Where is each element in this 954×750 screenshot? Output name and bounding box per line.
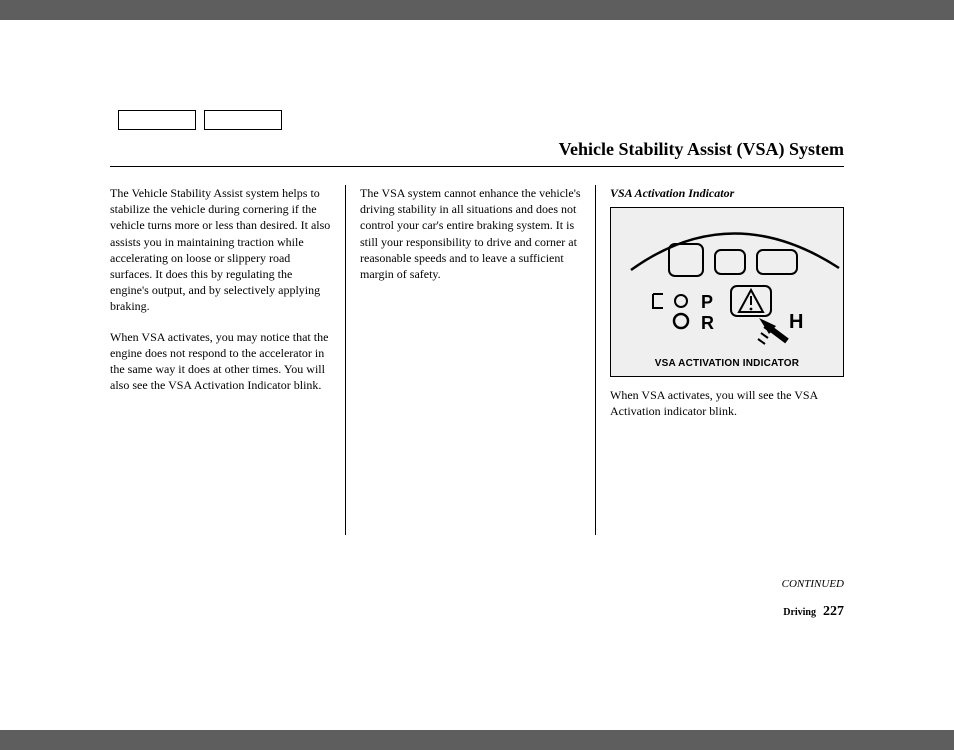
warning-exclaim-dot <box>750 308 753 311</box>
column-2: The VSA system cannot enhance the vehicl… <box>346 185 596 535</box>
vsa-indicator-diagram: P R H <box>610 207 844 377</box>
column-1: The Vehicle Stability Assist system help… <box>110 185 346 535</box>
section-name: Driving <box>783 607 816 618</box>
column-3: VSA Activation Indicator P R <box>596 185 844 535</box>
high-label: H <box>789 311 803 333</box>
left-bracket-icon <box>653 294 663 308</box>
gear-r-label: R <box>701 313 714 333</box>
nav-buttons <box>118 110 282 130</box>
paragraph: The Vehicle Stability Assist system help… <box>110 185 331 315</box>
manual-page: Vehicle Stability Assist (VSA) System Th… <box>0 20 954 730</box>
continued-label: CONTINUED <box>782 578 844 590</box>
nav-next-button[interactable] <box>204 110 282 130</box>
cluster-icon-slot <box>757 250 797 274</box>
paragraph: When VSA activates, you will see the VSA… <box>610 387 844 419</box>
content-columns: The Vehicle Stability Assist system help… <box>110 185 844 535</box>
cluster-icon-slot <box>669 244 703 276</box>
gear-indicator-circle <box>674 314 688 328</box>
gear-indicator-circle <box>675 295 687 307</box>
page-footer: Driving 227 <box>783 604 844 620</box>
pointer-arrow-icon <box>758 318 787 344</box>
gear-p-label: P <box>701 292 713 312</box>
diagram-heading: VSA Activation Indicator <box>610 185 844 201</box>
paragraph: When VSA activates, you may notice that … <box>110 329 331 394</box>
nav-prev-button[interactable] <box>118 110 196 130</box>
paragraph: The VSA system cannot enhance the vehicl… <box>360 185 581 282</box>
cluster-icon-slot <box>715 250 745 274</box>
diagram-caption: VSA ACTIVATION INDICATOR <box>611 353 843 377</box>
page-number: 227 <box>823 604 844 619</box>
cluster-arc <box>631 234 839 271</box>
